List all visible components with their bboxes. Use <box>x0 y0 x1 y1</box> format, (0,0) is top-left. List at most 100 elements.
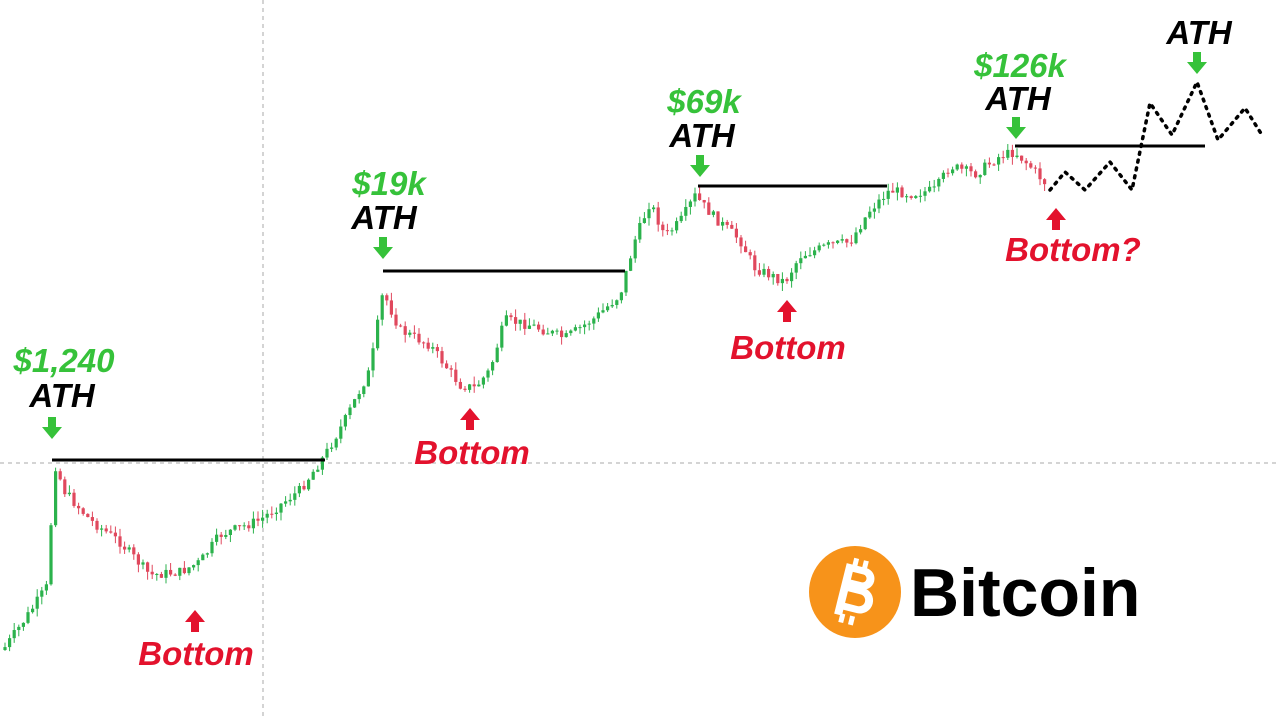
candle-body <box>923 191 927 196</box>
bottom-label: Bottom <box>138 635 253 672</box>
ath-lines <box>52 144 1205 462</box>
candle-body <box>610 304 614 307</box>
ath-arrow <box>1187 52 1207 74</box>
candle-body <box>560 330 564 338</box>
candle-body <box>583 324 587 328</box>
candle-body <box>136 554 140 565</box>
candle-body <box>849 242 853 244</box>
candle-body <box>670 230 674 232</box>
candle-body <box>918 195 922 197</box>
candle-body <box>790 272 794 282</box>
candle-body <box>17 626 21 631</box>
candle-body <box>638 223 642 240</box>
candle-body <box>201 554 205 561</box>
candle-body <box>481 377 485 385</box>
candle-body <box>794 263 798 273</box>
candle-body <box>822 244 826 246</box>
candle-body <box>385 295 389 301</box>
candle-body <box>238 525 242 527</box>
candle-body <box>969 166 973 172</box>
candle-body <box>500 325 504 348</box>
candle-body <box>987 162 991 165</box>
candle-body <box>472 384 476 387</box>
candle-body <box>932 186 936 188</box>
candle-body <box>960 164 964 169</box>
candle-body <box>845 239 849 243</box>
candle-body <box>615 300 619 305</box>
candle-body <box>647 209 651 219</box>
candle-body <box>840 239 844 241</box>
candle-body <box>54 471 58 526</box>
candle-body <box>1020 155 1024 161</box>
ath-label: ATH <box>984 80 1052 117</box>
candle-body <box>67 492 71 495</box>
candle-body <box>675 221 679 231</box>
candle-body <box>941 172 945 179</box>
candle-body <box>606 306 610 311</box>
candle-body <box>297 485 301 494</box>
candle-body <box>454 369 458 382</box>
candle-body <box>31 608 35 613</box>
candle-body <box>964 166 968 169</box>
candle-body <box>1033 167 1037 169</box>
candle-body <box>555 330 559 332</box>
candle-body <box>813 250 817 256</box>
candle-body <box>629 258 633 271</box>
candle-body <box>909 196 913 198</box>
candle-body <box>100 528 104 530</box>
candle-body <box>242 525 246 527</box>
candle-body <box>914 196 918 198</box>
bottom-arrow <box>185 610 205 632</box>
candle-body <box>435 347 439 352</box>
candle-body <box>178 567 182 576</box>
candle-body <box>417 333 421 343</box>
bottom-arrow <box>777 300 797 322</box>
candle-body <box>353 399 357 408</box>
candle-body <box>900 187 904 198</box>
candle-body <box>891 190 895 193</box>
candle-body <box>164 569 168 578</box>
candle-body <box>532 324 536 326</box>
candle-body <box>113 532 117 537</box>
candle-body <box>35 596 39 609</box>
candle-body <box>757 270 761 275</box>
candle-body <box>468 384 472 390</box>
candle-body <box>399 325 403 327</box>
candle-body <box>224 534 228 537</box>
candle-body <box>334 438 338 448</box>
candle-body <box>882 198 886 200</box>
bottom-label: Bottom <box>730 329 845 366</box>
candle-body <box>753 255 757 271</box>
candle-body <box>734 228 738 238</box>
candle-body <box>330 447 334 449</box>
candles <box>3 144 1047 652</box>
candle-body <box>767 268 771 278</box>
candle-body <box>77 505 81 509</box>
candle-body <box>928 186 932 192</box>
candle-body <box>859 229 863 233</box>
candle-body <box>311 471 315 480</box>
candle-body <box>587 323 591 325</box>
candle-body <box>316 469 320 472</box>
candle-body <box>380 295 384 320</box>
candle-body <box>247 525 251 529</box>
candle-body <box>564 333 568 338</box>
price-label: $1,240 <box>13 342 116 379</box>
candle-body <box>376 319 380 349</box>
candle-body <box>173 574 177 576</box>
candle-body <box>477 384 481 387</box>
candle-body <box>537 324 541 330</box>
candle-body <box>776 273 780 284</box>
candle-body <box>854 232 858 244</box>
candle-body <box>725 221 729 225</box>
candle-body <box>458 381 462 389</box>
candle-body <box>905 196 909 198</box>
candle-body <box>711 211 715 215</box>
candle-body <box>251 518 255 529</box>
candle-body <box>518 319 522 324</box>
logo-text: Bitcoin <box>910 555 1140 631</box>
candle-body <box>196 560 200 566</box>
candle-body <box>702 200 706 203</box>
